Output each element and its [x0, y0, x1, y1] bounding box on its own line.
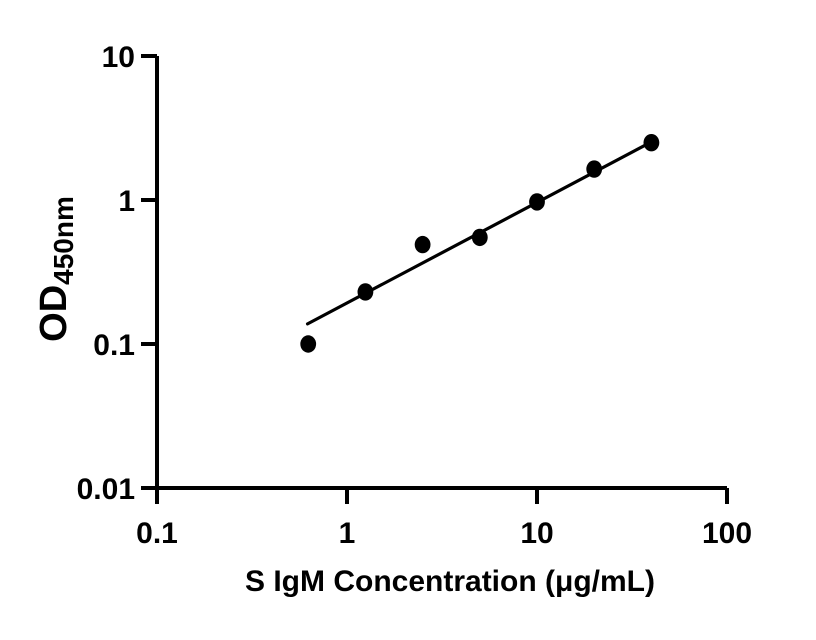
axis-ticks	[141, 54, 729, 504]
x-tick-label-100: 100	[702, 517, 752, 550]
data-point-x0.625	[300, 335, 317, 353]
data-point-x10	[529, 193, 545, 211]
y-tick-label-0.01: 0.01	[77, 473, 135, 506]
data-points-group	[300, 133, 660, 353]
data-point-x20	[586, 160, 603, 178]
y-axis-title: OD450nm	[33, 196, 79, 342]
axes	[141, 56, 727, 504]
y-tick-label-10: 10	[102, 41, 135, 74]
x-tick-label-0.1: 0.1	[136, 517, 178, 550]
data-point-x40	[643, 133, 660, 152]
x-tick-label-10: 10	[520, 517, 553, 550]
y-axis-title-subscript: 450nm	[48, 196, 79, 285]
y-tick-label-0.1: 0.1	[93, 329, 135, 362]
y-tick-label-1: 1	[118, 185, 135, 218]
data-point-x2.5	[414, 235, 431, 254]
y-axis-title-main: OD	[33, 285, 75, 342]
data-point-x1.25	[357, 283, 374, 301]
x-axis-title: S IgM Concentration (μg/mL)	[245, 565, 655, 598]
data-point-x5	[471, 228, 488, 247]
x-tick-label-1: 1	[339, 517, 356, 550]
